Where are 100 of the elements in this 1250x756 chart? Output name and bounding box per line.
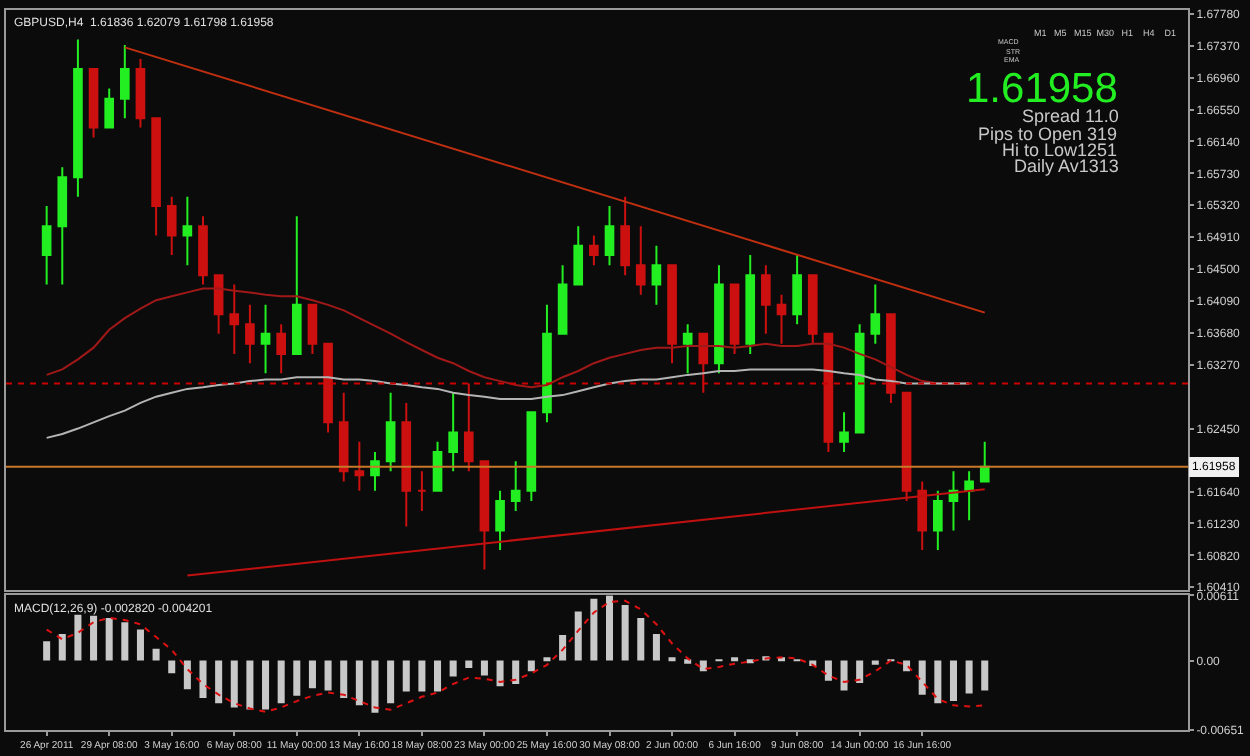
candlestick — [57, 166, 68, 286]
candlestick — [557, 264, 568, 335]
bar — [965, 660, 973, 694]
candlestick — [151, 117, 161, 237]
bar — [277, 660, 285, 704]
bar — [152, 648, 160, 661]
candlestick — [589, 234, 599, 267]
bar — [168, 660, 176, 674]
bar — [121, 622, 129, 661]
candlestick — [432, 440, 443, 492]
bar — [136, 629, 144, 661]
candlestick — [260, 303, 271, 375]
candlestick — [166, 195, 177, 257]
candlestick — [354, 440, 365, 492]
bar — [824, 660, 832, 681]
line-series — [45, 368, 971, 439]
bar — [90, 615, 98, 661]
candlestick — [276, 323, 286, 375]
bar — [74, 614, 82, 661]
text: Daily Av1313 — [1014, 156, 1119, 176]
bar — [527, 660, 535, 672]
candlestick — [291, 215, 302, 355]
bar — [559, 634, 567, 661]
candlestick — [463, 382, 474, 473]
candlestick — [714, 264, 724, 375]
bar — [387, 660, 395, 704]
bar — [574, 611, 582, 661]
candlestick — [41, 205, 52, 286]
candlestick — [745, 254, 756, 355]
candlestick — [198, 215, 208, 286]
text: Hi to Low1251 — [1002, 140, 1118, 160]
candlestick — [839, 411, 849, 453]
bar — [465, 660, 473, 669]
candlestick — [964, 470, 974, 522]
candlestick — [698, 332, 709, 394]
candlestick — [651, 244, 662, 306]
candlestick — [854, 323, 865, 434]
candlestick — [338, 391, 349, 483]
annotation: 1.61958 — [966, 66, 1118, 112]
bar — [949, 660, 957, 702]
candlestick — [417, 470, 427, 513]
bar — [371, 660, 379, 713]
bar — [293, 660, 301, 696]
bar — [652, 633, 660, 661]
candlestick — [401, 401, 412, 528]
candlestick — [604, 205, 615, 267]
bar — [402, 660, 410, 692]
candlestick — [635, 225, 646, 296]
candlestick — [542, 303, 552, 424]
bar — [637, 617, 645, 661]
candlestick — [729, 283, 740, 355]
candlestick — [448, 391, 458, 473]
candlestick — [573, 225, 584, 286]
bar — [215, 660, 223, 704]
bar — [621, 605, 629, 661]
candlestick — [667, 264, 677, 365]
candlestick — [948, 470, 959, 532]
bar — [355, 660, 363, 706]
bar — [480, 660, 488, 676]
bar — [340, 660, 348, 698]
bar — [262, 660, 270, 710]
bar — [308, 660, 316, 689]
bar — [183, 660, 191, 690]
candlestick — [135, 58, 146, 129]
bar — [918, 660, 926, 695]
candlestick — [620, 195, 630, 277]
bar — [981, 660, 989, 691]
bar — [449, 660, 457, 677]
bar — [58, 633, 66, 661]
candlestick — [761, 264, 771, 335]
candlestick — [120, 44, 130, 120]
bar — [934, 660, 942, 704]
candlestick — [682, 323, 693, 375]
candlestick — [73, 38, 83, 198]
candlestick — [933, 489, 943, 551]
candlestick — [526, 411, 537, 502]
candlestick — [385, 391, 396, 473]
candlestick — [229, 283, 240, 355]
text: Spread 11.0 — [1022, 106, 1119, 126]
bar — [840, 660, 848, 691]
bar — [43, 641, 51, 661]
bar — [856, 660, 864, 683]
bar — [496, 660, 504, 687]
bar — [418, 660, 426, 692]
candlestick — [104, 87, 115, 129]
bar — [512, 660, 520, 685]
candlestick — [370, 450, 380, 492]
annotation: Pips to Open 319 — [978, 124, 1118, 144]
candlestick — [807, 274, 818, 345]
candlestick — [182, 195, 193, 267]
bar — [606, 595, 614, 661]
candlestick — [870, 283, 881, 345]
candlestick — [792, 254, 802, 326]
bar — [434, 660, 442, 692]
bar — [324, 660, 332, 691]
candlestick — [886, 313, 896, 404]
bar — [246, 660, 254, 710]
candlestick — [776, 293, 787, 345]
bar — [590, 598, 598, 661]
candlestick — [88, 68, 99, 139]
